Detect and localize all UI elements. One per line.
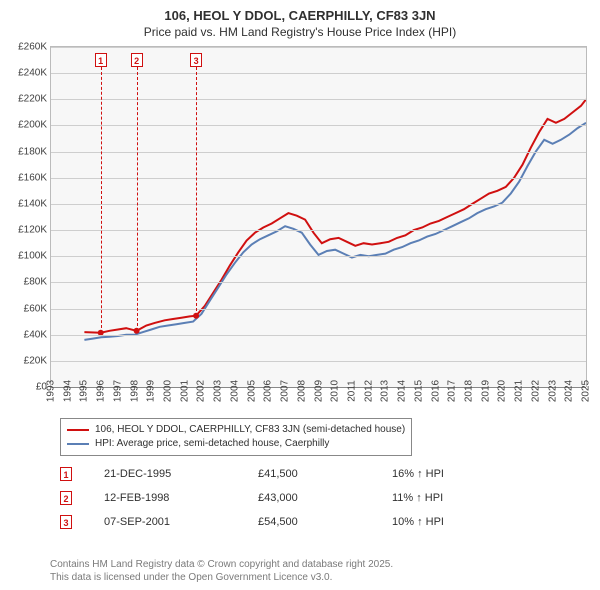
- x-axis-label: 1994: [62, 380, 73, 402]
- y-axis-label: £180K: [18, 146, 47, 157]
- x-axis-label: 2025: [581, 380, 592, 402]
- marker-box: 1: [60, 467, 72, 481]
- marker-line: [196, 67, 197, 316]
- legend-label: 106, HEOL Y DDOL, CAERPHILLY, CF83 3JN (…: [95, 423, 405, 437]
- chart-title: 106, HEOL Y DDOL, CAERPHILLY, CF83 3JN: [0, 0, 600, 23]
- x-axis-label: 2005: [246, 380, 257, 402]
- x-axis-label: 2017: [447, 380, 458, 402]
- legend-swatch: [67, 429, 89, 431]
- marker-line: [101, 67, 102, 333]
- gridline: [51, 335, 586, 336]
- y-axis-label: £240K: [18, 68, 47, 79]
- sale-change: 16% ↑ HPI: [392, 468, 492, 480]
- legend-item: HPI: Average price, semi-detached house,…: [67, 437, 405, 451]
- plot-area: £0£20K£40K£60K£80K£100K£120K£140K£160K£1…: [50, 46, 587, 387]
- attribution: Contains HM Land Registry data © Crown c…: [50, 558, 393, 584]
- gridline: [51, 256, 586, 257]
- sale-change: 10% ↑ HPI: [392, 516, 492, 528]
- x-axis-label: 2011: [346, 380, 357, 402]
- sale-date: 07-SEP-2001: [104, 516, 234, 528]
- x-axis-label: 1995: [79, 380, 90, 402]
- chart-svg: [51, 47, 586, 387]
- x-axis-label: 2008: [296, 380, 307, 402]
- x-axis-label: 2018: [463, 380, 474, 402]
- gridline: [51, 204, 586, 205]
- sales-row: 3 07-SEP-2001 £54,500 10% ↑ HPI: [60, 510, 492, 534]
- x-axis-label: 1999: [146, 380, 157, 402]
- x-axis-label: 1997: [112, 380, 123, 402]
- x-axis-label: 1998: [129, 380, 140, 402]
- x-axis-label: 2004: [229, 380, 240, 402]
- x-axis-label: 2022: [530, 380, 541, 402]
- marker-box: 1: [95, 53, 107, 67]
- y-axis-label: £80K: [24, 277, 47, 288]
- chart-subtitle: Price paid vs. HM Land Registry's House …: [0, 23, 600, 43]
- x-axis-label: 2023: [547, 380, 558, 402]
- sale-change: 11% ↑ HPI: [392, 492, 492, 504]
- x-axis-label: 1993: [46, 380, 57, 402]
- y-axis-label: £100K: [18, 251, 47, 262]
- y-axis-label: £200K: [18, 120, 47, 131]
- gridline: [51, 178, 586, 179]
- gridline: [51, 152, 586, 153]
- marker-line: [137, 67, 138, 331]
- sale-date: 21-DEC-1995: [104, 468, 234, 480]
- sales-row: 2 12-FEB-1998 £43,000 11% ↑ HPI: [60, 486, 492, 510]
- attribution-line: Contains HM Land Registry data © Crown c…: [50, 558, 393, 571]
- x-axis-label: 2014: [397, 380, 408, 402]
- legend-label: HPI: Average price, semi-detached house,…: [95, 437, 329, 451]
- y-axis-label: £160K: [18, 172, 47, 183]
- sales-row: 1 21-DEC-1995 £41,500 16% ↑ HPI: [60, 462, 492, 486]
- y-axis-label: £20K: [24, 355, 47, 366]
- gridline: [51, 282, 586, 283]
- x-axis-label: 2019: [480, 380, 491, 402]
- x-axis-label: 2012: [363, 380, 374, 402]
- x-axis-label: 2021: [514, 380, 525, 402]
- x-axis-label: 2009: [313, 380, 324, 402]
- sales-table: 1 21-DEC-1995 £41,500 16% ↑ HPI 2 12-FEB-1998…: [60, 462, 492, 534]
- x-axis-label: 1996: [96, 380, 107, 402]
- sale-date: 12-FEB-1998: [104, 492, 234, 504]
- marker-box: 3: [190, 53, 202, 67]
- marker-box: 3: [60, 515, 72, 529]
- legend: 106, HEOL Y DDOL, CAERPHILLY, CF83 3JN (…: [60, 418, 412, 456]
- y-axis-label: £220K: [18, 94, 47, 105]
- x-axis-label: 2024: [564, 380, 575, 402]
- gridline: [51, 47, 586, 48]
- gridline: [51, 361, 586, 362]
- y-axis-label: £60K: [24, 303, 47, 314]
- x-axis-label: 2015: [413, 380, 424, 402]
- legend-swatch: [67, 443, 89, 445]
- gridline: [51, 309, 586, 310]
- y-axis-label: £120K: [18, 225, 47, 236]
- y-axis-label: £260K: [18, 42, 47, 53]
- x-axis-label: 2006: [263, 380, 274, 402]
- gridline: [51, 73, 586, 74]
- legend-item: 106, HEOL Y DDOL, CAERPHILLY, CF83 3JN (…: [67, 423, 405, 437]
- x-axis-label: 2007: [280, 380, 291, 402]
- x-axis-label: 2002: [196, 380, 207, 402]
- x-axis-label: 2013: [380, 380, 391, 402]
- x-axis-label: 2016: [430, 380, 441, 402]
- x-axis-label: 2003: [213, 380, 224, 402]
- marker-box: 2: [131, 53, 143, 67]
- series-hpi: [84, 123, 586, 340]
- sale-price: £54,500: [258, 516, 368, 528]
- gridline: [51, 125, 586, 126]
- y-axis-label: £40K: [24, 329, 47, 340]
- sale-price: £43,000: [258, 492, 368, 504]
- gridline: [51, 99, 586, 100]
- series-price_paid: [84, 99, 586, 332]
- attribution-line: This data is licensed under the Open Gov…: [50, 571, 393, 584]
- marker-box: 2: [60, 491, 72, 505]
- x-axis-label: 2020: [497, 380, 508, 402]
- x-axis-label: 2010: [330, 380, 341, 402]
- x-axis-label: 2001: [179, 380, 190, 402]
- gridline: [51, 230, 586, 231]
- y-axis-label: £140K: [18, 198, 47, 209]
- x-axis-label: 2000: [163, 380, 174, 402]
- sale-price: £41,500: [258, 468, 368, 480]
